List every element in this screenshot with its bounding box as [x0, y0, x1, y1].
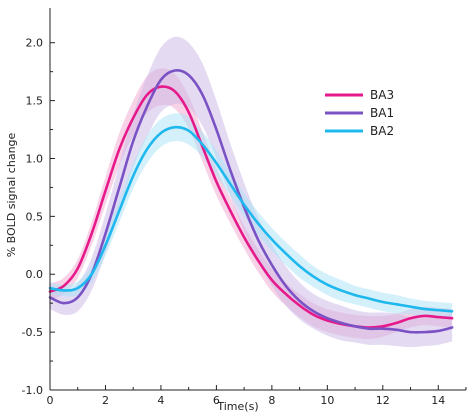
y-tick-label: 1.5 [26, 95, 44, 108]
x-tick-label: 8 [268, 394, 275, 407]
y-tick-label: 0.0 [26, 268, 44, 281]
legend-label-ba3: BA3 [370, 88, 394, 102]
y-tick-label: 2.0 [26, 37, 44, 50]
series-lines [48, 69, 454, 334]
x-tick-label: 4 [157, 394, 164, 407]
series-line-ba1 [48, 69, 454, 334]
y-tick-label: -0.5 [22, 326, 43, 339]
y-tick-label: 0.5 [26, 210, 44, 223]
y-axis-label: % BOLD signal change [5, 132, 18, 257]
x-tick-label: 10 [320, 394, 334, 407]
y-ticks: -1.0 -0.5 0.0 0.5 1.0 1.5 2.0 [22, 37, 55, 397]
legend-label-ba1: BA1 [370, 106, 394, 120]
x-tick-label: 12 [376, 394, 390, 407]
error-bands [50, 36, 453, 348]
y-tick-label: 1.0 [26, 152, 44, 165]
x-ticks: 0 2 4 6 8 10 12 14 [47, 385, 467, 407]
x-tick-label: 6 [213, 394, 220, 407]
x-tick-label: 14 [431, 394, 445, 407]
legend-label-ba2: BA2 [370, 124, 394, 138]
error-band-ba1 [50, 36, 453, 348]
axes: -1.0 -0.5 0.0 0.5 1.0 1.5 2.0 0 2 4 6 8 10 12 14 [22, 8, 467, 407]
x-tick-label: 2 [102, 394, 109, 407]
series-line-ba2 [48, 125, 454, 313]
legend: BA3 BA1 BA2 [325, 88, 394, 138]
y-tick-label: -1.0 [22, 384, 43, 397]
x-axis-label: Time(s) [216, 400, 258, 413]
series-line-ba3 [48, 85, 454, 329]
x-tick-label: 0 [47, 394, 54, 407]
